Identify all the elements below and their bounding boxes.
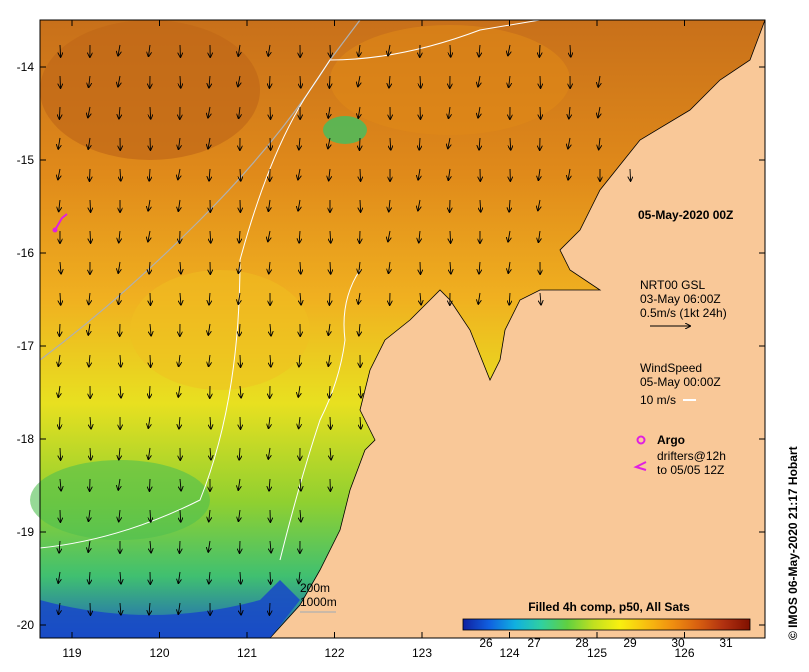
colorbar-tick-label: 27 [527, 636, 541, 650]
colorbar-tick-label: 29 [623, 636, 637, 650]
land-australia [269, 19, 766, 639]
lat-tick-label: -15 [17, 153, 35, 167]
current-time: 03-May 06:00Z [640, 292, 721, 306]
lat-tick-label: -17 [17, 339, 35, 353]
map-area [30, 19, 766, 639]
date-title: 05-May-2020 00Z [638, 208, 733, 222]
lon-tick-label: 123 [412, 646, 432, 660]
contour-200m [39, 19, 361, 361]
wind-time: 05-May 00:00Z [640, 375, 721, 389]
contour-1000m [39, 19, 541, 549]
current-scale: 0.5m/s (1kt 24h) [640, 306, 727, 320]
colorbar-tick-label: 30 [671, 636, 685, 650]
lon-tick-label: 119 [62, 646, 81, 660]
lat-tick-label: -18 [17, 432, 35, 446]
argo-label: Argo [657, 433, 685, 447]
longitude-ticks: 119 120 121 122 123 124 125 126 [62, 20, 695, 660]
colorbar-ticks: 26 27 28 29 30 31 [479, 636, 733, 650]
colorbar [462, 618, 751, 631]
drifters-label: drifters@12h [657, 449, 726, 463]
current-arrows [58, 44, 631, 615]
lon-tick-label: 122 [324, 646, 344, 660]
cool-patch [30, 460, 210, 540]
lat-tick-label: -19 [17, 525, 35, 539]
lat-tick-label: -20 [17, 618, 35, 632]
colorbar-tick-label: 26 [479, 636, 493, 650]
lon-tick-label: 121 [237, 646, 257, 660]
wind-scale: 10 m/s [640, 393, 676, 407]
colorbar-title: Filled 4h comp, p50, All Sats [528, 600, 690, 614]
colorbar-tick-label: 31 [719, 636, 733, 650]
lat-tick-label: -14 [17, 60, 35, 74]
depth-200-label: 200m [300, 581, 330, 595]
lon-tick-label: 124 [499, 646, 519, 660]
latitude-ticks: -14 -15 -16 -17 -18 -19 -20 [17, 60, 765, 632]
argo-float-marker[interactable] [52, 213, 68, 233]
drifters-to: to 05/05 12Z [657, 463, 724, 477]
drifter-legend-icon [633, 461, 647, 471]
current-label: NRT00 GSL [640, 278, 705, 292]
wind-label: WindSpeed [640, 361, 702, 375]
lon-tick-label: 126 [674, 646, 694, 660]
map-frame [39, 19, 766, 639]
argo-legend-icon [636, 435, 646, 445]
warm-patch [40, 20, 260, 160]
lat-tick-label: -16 [17, 246, 35, 260]
credit: © IMOS 06-May-2020 21:17 Hobart [786, 446, 800, 640]
colorbar-tick-label: 28 [575, 636, 589, 650]
lon-tick-label: 120 [149, 646, 169, 660]
warm-patch [130, 270, 310, 390]
depth-1000-label: 1000m [300, 595, 337, 609]
cool-patch [323, 116, 367, 144]
cold-coastal-band [40, 580, 300, 638]
lon-tick-label: 125 [587, 646, 607, 660]
